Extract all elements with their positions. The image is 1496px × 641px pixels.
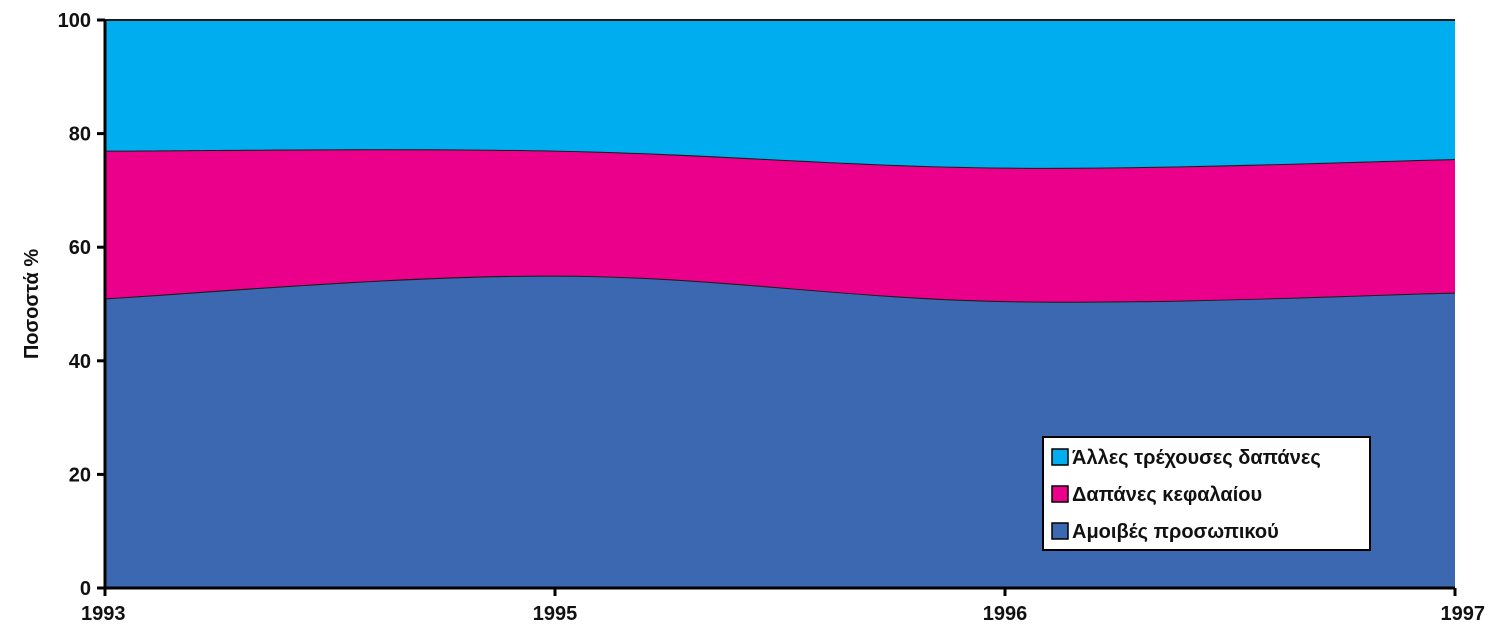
y-tick-label: 80 [69, 124, 91, 146]
legend: Άλλες τρέχουσες δαπάνες Δαπάνες κεφαλαίου… [1042, 436, 1371, 551]
legend-label: Άλλες τρέχουσες δαπάνες [1072, 447, 1321, 469]
x-tick-label: 1995 [533, 603, 578, 625]
legend-swatch [1051, 485, 1069, 503]
area-layers [104, 18, 1456, 588]
area-series-2 [105, 20, 1455, 168]
axes [103, 20, 1455, 590]
x-tick-label: 1996 [983, 603, 1028, 625]
legend-swatch [1051, 522, 1069, 540]
y-axis-title: Ποσοστά % [21, 249, 43, 359]
y-tick-label: 100 [58, 10, 91, 32]
x-tick-label: 1993 [81, 603, 126, 625]
y-tick-label: 0 [80, 578, 91, 600]
y-ticks: 0 20 40 60 80 100 [58, 10, 105, 600]
x-tick-label: 1997 [1441, 603, 1486, 625]
legend-box [1042, 436, 1371, 551]
area-series-1 [105, 149, 1455, 302]
y-tick-label: 60 [69, 237, 91, 259]
y-tick-label: 20 [69, 464, 91, 486]
legend-label: Αμοιβές προσωπικού [1072, 521, 1279, 543]
y-tick-label: 40 [69, 351, 91, 373]
legend-swatch [1051, 448, 1069, 466]
legend-label: Δαπάνες κεφαλαίου [1072, 484, 1262, 506]
x-ticks: 1993 1995 1996 1997 [81, 588, 1485, 625]
